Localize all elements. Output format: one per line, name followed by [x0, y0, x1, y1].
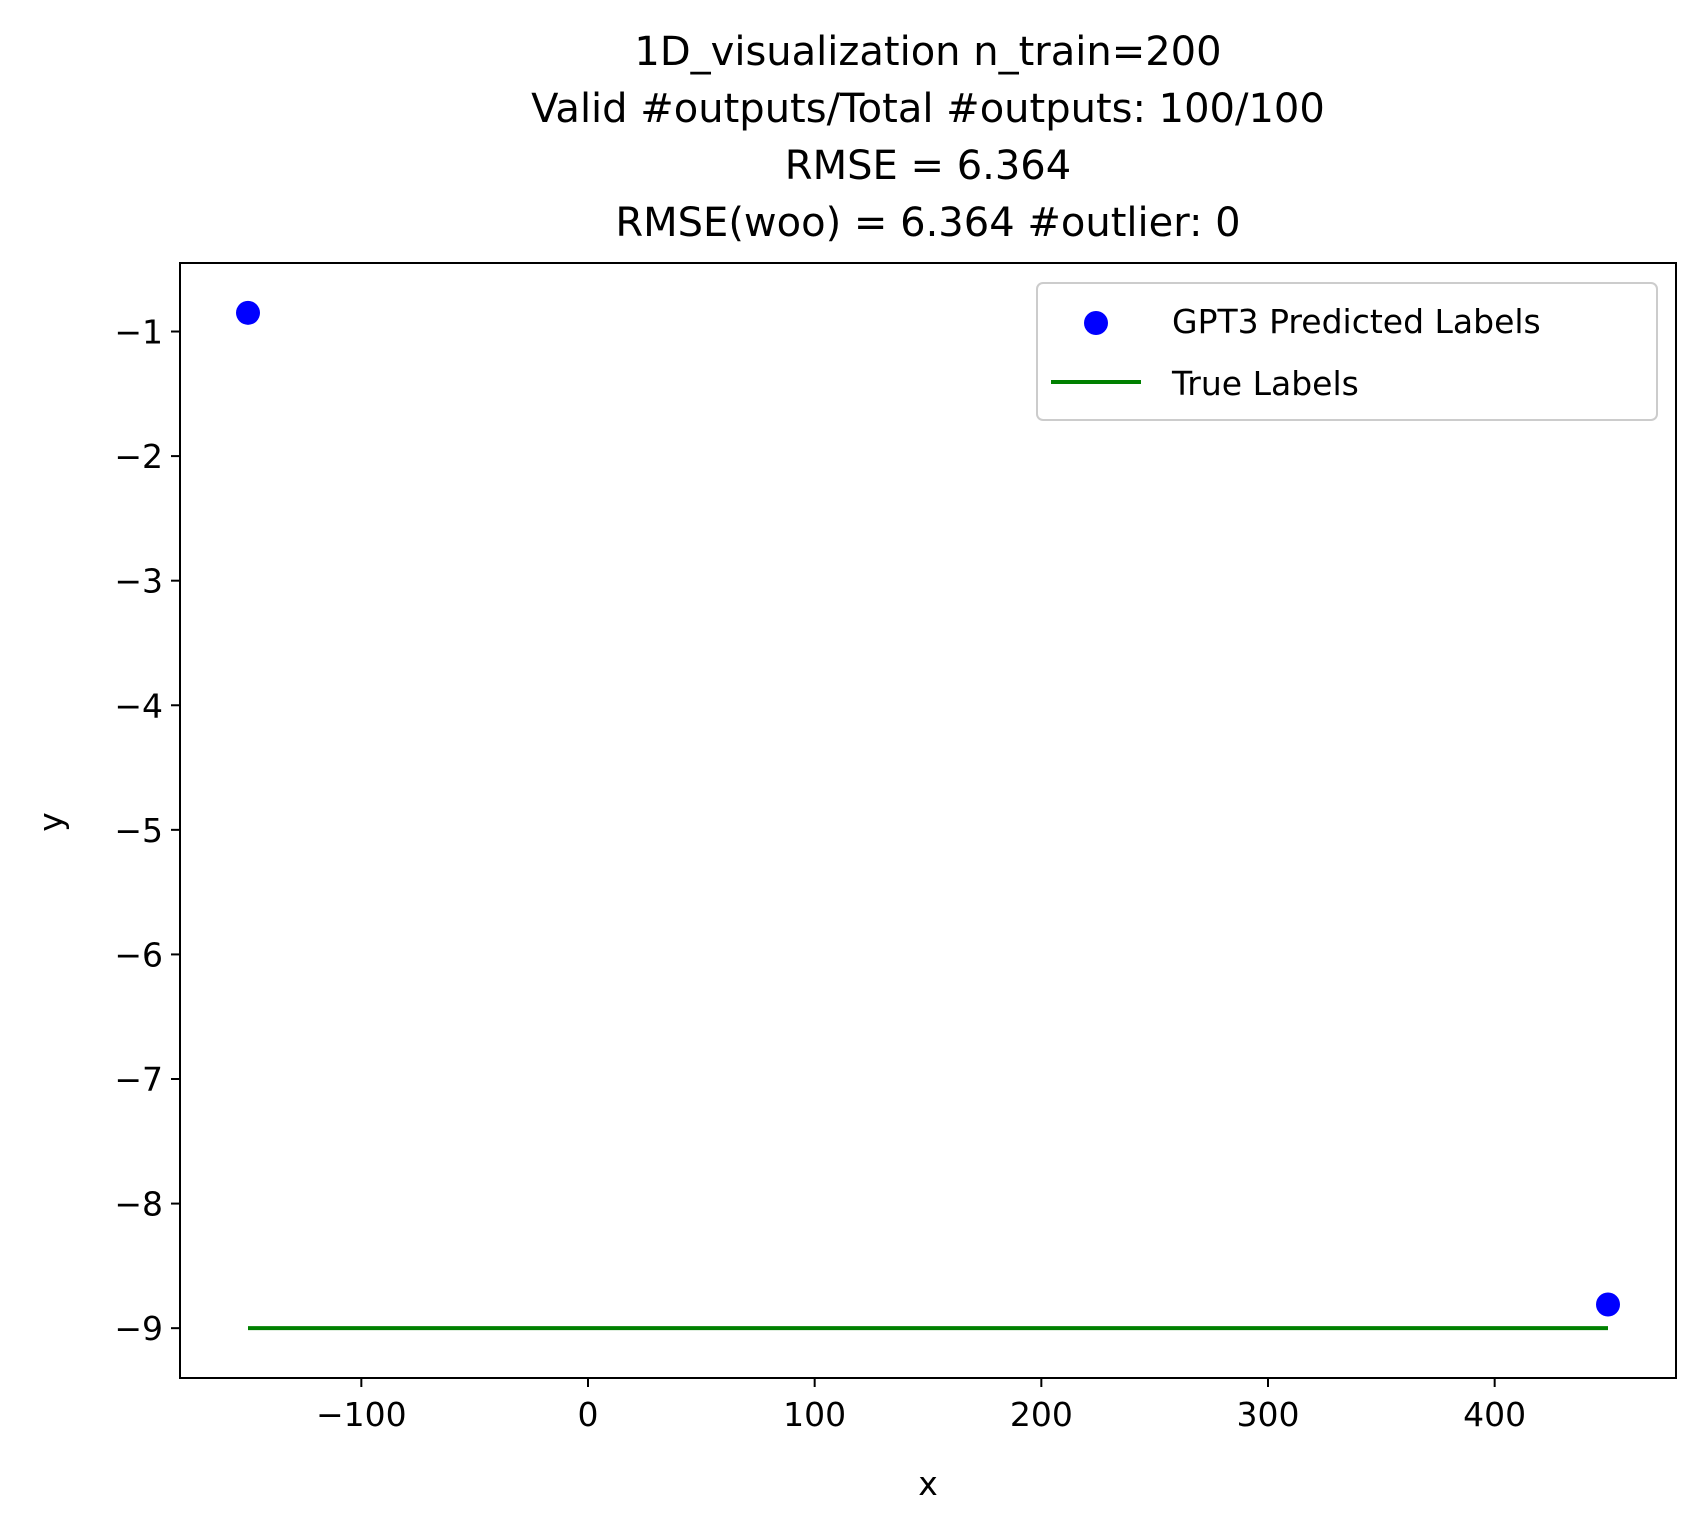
predicted-label-point [1596, 1292, 1620, 1317]
title-line-1: 1D_visualization n_train=200 [634, 29, 1221, 75]
x-tick-label: 0 [578, 1395, 599, 1434]
y-tick-label: −5 [114, 811, 163, 850]
axes-frame [179, 262, 1677, 1379]
legend-marker-predicted [1084, 311, 1108, 335]
legend-label-predicted: GPT3 Predicted Labels [1172, 302, 1541, 341]
x-tick-label: 200 [1010, 1395, 1073, 1434]
y-tick-label: −8 [114, 1185, 163, 1224]
x-tick-label: 400 [1463, 1395, 1526, 1434]
legend-box [1036, 282, 1658, 421]
y-tick-label: −3 [114, 562, 163, 601]
plot-area: −100 0 100 200 300 400 −1 −2 −3 −4 −5 −6 −7 −8 −9 [114, 262, 1677, 1434]
title-line-3: RMSE = 6.364 [785, 143, 1071, 189]
x-tick-label: −100 [316, 1395, 407, 1434]
x-tick-label: 100 [783, 1395, 846, 1434]
y-tick-label: −1 [114, 313, 163, 352]
x-tick-label: 300 [1237, 1395, 1300, 1434]
predicted-label-point [236, 300, 260, 325]
title-line-2: Valid #outputs/Total #outputs: 100/100 [531, 86, 1325, 132]
x-axis-ticks: −100 0 100 200 300 400 [316, 1378, 1526, 1434]
legend-label-true: True Labels [1171, 364, 1359, 403]
y-tick-label: −2 [114, 437, 163, 476]
y-tick-label: −4 [114, 686, 163, 725]
y-axis-label: y [31, 812, 70, 832]
legend: GPT3 Predicted Labels True Labels [1036, 282, 1658, 421]
data-marks [236, 300, 1620, 1331]
title-line-4: RMSE(woo) = 6.364 #outlier: 0 [615, 200, 1240, 246]
y-tick-label: −6 [114, 935, 163, 974]
y-tick-label: −7 [114, 1060, 163, 1099]
chart-title: 1D_visualization n_train=200 Valid #outp… [531, 29, 1325, 246]
y-axis-ticks: −1 −2 −3 −4 −5 −6 −7 −8 −9 [114, 313, 180, 1348]
x-axis-label: x [918, 1464, 938, 1503]
y-tick-label: −9 [114, 1309, 163, 1348]
